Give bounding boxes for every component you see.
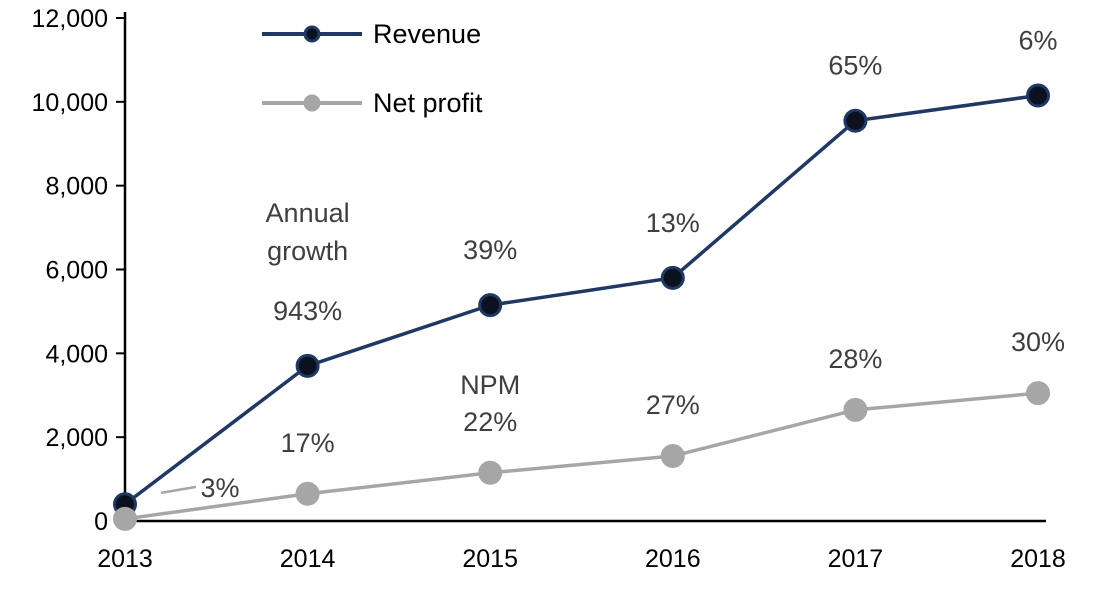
x-tick-label: 2015 [462,545,518,573]
net-profit-marker [660,444,685,469]
y-tick-label: 8,000 [45,173,108,201]
x-tick-label: 2017 [828,545,884,573]
npm-label: 28% [828,344,882,374]
net-profit-line [124,391,1039,521]
npm-label: 30% [1011,327,1065,357]
net-profit-marker [1026,381,1050,406]
npm-label: 22% [463,407,517,437]
legend-item-net-profit: Net profit [262,81,483,125]
npm-label: 3% [200,473,239,503]
net-profit-legend-marker-icon [303,94,321,112]
net-profit-legend-line [262,94,362,112]
y-tick-label: 12,000 [32,5,108,33]
net-profit-marker [113,506,137,531]
revenue-marker [295,353,320,378]
y-tick-label: 2,000 [45,424,108,452]
y-tick-label: 4,000 [45,340,108,368]
revenue-marker [1026,83,1050,108]
net-profit-marker [478,460,503,485]
annual-growth-title-line2: growth [267,236,348,266]
annual-growth-label: 65% [828,51,882,81]
x-tick-label: 2014 [280,545,336,573]
npm-label: 27% [646,390,700,420]
net-profit-marker [843,397,868,422]
x-tick-label: 2018 [1010,545,1066,573]
annual-growth-label: 6% [1018,26,1057,56]
npm-title: NPM [460,370,520,400]
y-tick-label: 0 [94,508,108,536]
revenue-marker [843,108,868,133]
revenue-legend-marker-icon [303,25,321,43]
x-tick-label: 2016 [645,545,701,573]
y-tick-label: 6,000 [45,257,108,285]
annual-growth-label: 13% [646,208,700,238]
revenue-legend-line [262,25,362,43]
revenue-marker [478,293,503,318]
legend-label-net-profit: Net profit [373,87,483,118]
revenue-line [123,93,1039,506]
net-profit-marker [295,481,320,506]
x-tick-label: 2013 [97,545,153,573]
y-tick-label: 10,000 [32,89,108,117]
annual-growth-label: 943% [273,296,342,326]
annual-growth-label: 39% [463,235,517,265]
npm-2013-leader-line [160,485,197,495]
annual-growth-title-line1: Annual [266,198,350,228]
npm-label: 17% [281,428,335,458]
revenue-marker [660,265,685,290]
legend-label-revenue: Revenue [373,18,482,49]
legend-item-revenue: Revenue [262,12,483,56]
chart-legend: Revenue Net profit [262,12,483,125]
